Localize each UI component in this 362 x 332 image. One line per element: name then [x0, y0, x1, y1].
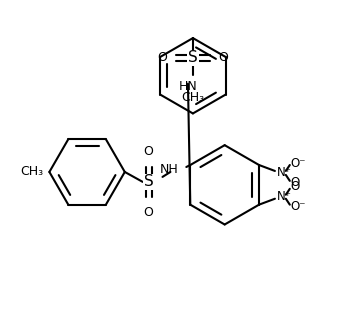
- Text: O: O: [219, 51, 228, 64]
- Text: O: O: [144, 206, 153, 219]
- Text: O: O: [291, 176, 300, 189]
- Text: O: O: [291, 180, 300, 193]
- Text: O⁻: O⁻: [291, 200, 306, 213]
- Text: HN: HN: [178, 80, 197, 93]
- Text: N⁺: N⁺: [277, 190, 292, 203]
- Text: S: S: [188, 50, 198, 65]
- Text: NH: NH: [160, 163, 178, 177]
- Text: N⁺: N⁺: [277, 166, 292, 179]
- Text: CH₃: CH₃: [181, 91, 205, 104]
- Text: CH₃: CH₃: [20, 165, 43, 178]
- Text: O⁻: O⁻: [291, 156, 306, 170]
- Text: O: O: [144, 145, 153, 158]
- Text: O: O: [157, 51, 167, 64]
- Text: S: S: [144, 174, 153, 189]
